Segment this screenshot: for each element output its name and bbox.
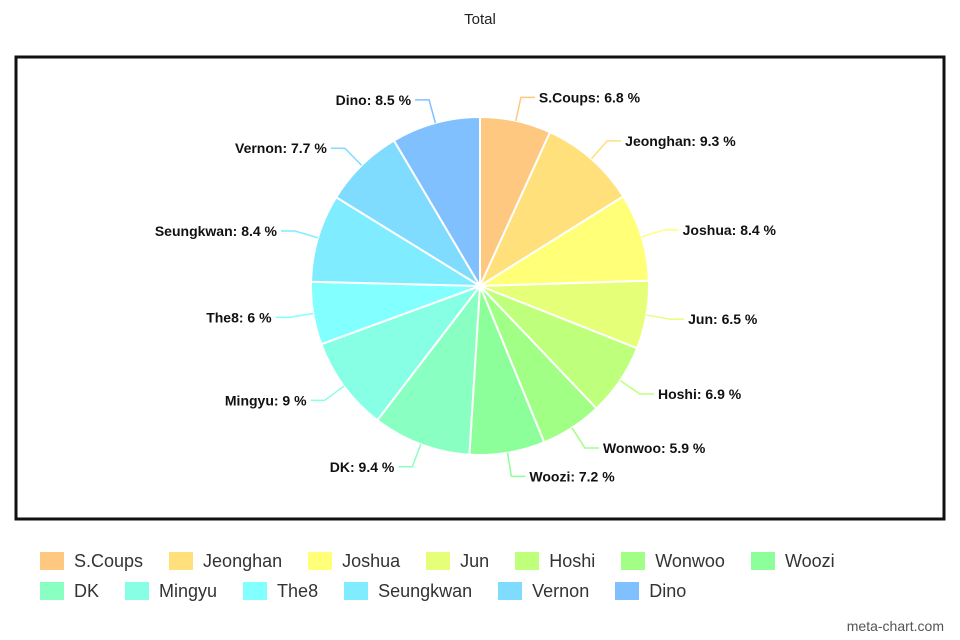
legend-label: Vernon — [532, 580, 590, 601]
leader-line-hoshi — [619, 379, 654, 395]
legend-swatch — [750, 552, 775, 570]
leader-line-joshua — [641, 229, 679, 238]
legend-swatch — [615, 582, 640, 600]
legend-item-jeonghan[interactable]: Jeonghan — [169, 551, 282, 572]
watermark: meta-chart.com — [846, 618, 944, 634]
legend-item-wonwoo[interactable]: Wonwoo — [621, 551, 725, 572]
pie-chart: S.Coups: 6.8 % Jeonghan: 9.3 % Joshua: 8.4… — [14, 55, 946, 521]
data-label-joshua: Joshua: 8.4 % — [683, 222, 777, 238]
legend-label: S.Coups — [74, 550, 144, 571]
legend-item-joshua[interactable]: Joshua — [308, 551, 400, 572]
leader-line-seungkwan — [281, 230, 319, 239]
legend: S.Coups Jeonghan Joshua Jun Hoshi Wonwoo Woozi… — [40, 546, 940, 606]
chart-title: Total — [464, 11, 496, 28]
legend-swatch — [125, 582, 150, 600]
legend-item-mingyu[interactable]: Mingyu — [125, 581, 217, 602]
data-label-jeonghan: Jeonghan: 9.3 % — [625, 133, 736, 149]
leader-line-wonwoo — [571, 427, 599, 449]
leader-line-the8 — [275, 312, 314, 319]
leader-line-jun — [646, 314, 685, 320]
leader-line-woozi — [506, 452, 526, 478]
data-label-woozi: Woozi: 7.2 % — [529, 468, 615, 484]
legend-item-dk[interactable]: DK — [40, 581, 99, 602]
legend-swatch — [308, 552, 333, 570]
leader-line-dino — [415, 99, 437, 124]
data-label-vernon: Vernon: 7.7 % — [235, 140, 327, 156]
legend-label: Mingyu — [159, 580, 218, 601]
legend-label: Hoshi — [549, 550, 596, 571]
legend-label: Dino — [649, 580, 687, 601]
legend-swatch — [40, 552, 64, 570]
legend-label: Jun — [460, 550, 490, 571]
leader-line-s-coups — [515, 96, 535, 122]
data-label-jun: Jun: 6.5 % — [688, 311, 758, 327]
legend-item-s-coups[interactable]: S.Coups — [40, 551, 143, 572]
legend-swatch — [621, 552, 646, 570]
legend-swatch — [426, 552, 451, 570]
leader-line-mingyu — [310, 385, 345, 402]
legend-row: S.Coups Jeonghan Joshua Jun Hoshi Wonwoo Woozi — [40, 546, 940, 576]
legend-swatch — [344, 582, 369, 600]
legend-label: Woozi — [784, 550, 835, 571]
data-label-mingyu: Mingyu: 9 % — [225, 392, 307, 408]
legend-item-dino[interactable]: Dino — [615, 581, 686, 602]
legend-item-vernon[interactable]: Vernon — [498, 581, 589, 602]
pie-slice-joshua — [476, 194, 650, 288]
data-label-s-coups: S.Coups: 6.8 % — [539, 89, 641, 105]
legend-item-seungkwan[interactable]: Seungkwan — [344, 581, 472, 602]
pie-slice-mingyu — [320, 283, 483, 422]
legend-label: Joshua — [342, 550, 401, 571]
legend-label: Seungkwan — [378, 580, 473, 601]
data-label-seungkwan: Seungkwan: 8.4 % — [155, 223, 278, 239]
legend-label: DK — [74, 580, 100, 601]
legend-label: The8 — [277, 580, 319, 601]
data-label-hoshi: Hoshi: 6.9 % — [658, 386, 742, 402]
leader-line-jeonghan — [590, 140, 622, 160]
legend-swatch — [515, 552, 540, 570]
data-label-the8: The8: 6 % — [206, 309, 272, 325]
legend-swatch — [40, 582, 64, 600]
legend-item-hoshi[interactable]: Hoshi — [515, 551, 595, 572]
legend-item-woozi[interactable]: Woozi — [750, 550, 835, 572]
legend-item-jun[interactable]: Jun — [426, 551, 489, 572]
legend-swatch — [498, 582, 523, 600]
data-label-wonwoo: Wonwoo: 5.9 % — [603, 440, 706, 456]
legend-item-the8[interactable]: The8 — [243, 581, 318, 602]
legend-label: Jeonghan — [203, 550, 283, 571]
legend-swatch — [243, 582, 268, 600]
pie-slice-seungkwan — [310, 195, 484, 288]
leader-line-dk — [398, 444, 422, 468]
data-label-dk: DK: 9.4 % — [330, 459, 395, 475]
legend-label: Wonwoo — [655, 550, 725, 571]
data-label-dino: Dino: 8.5 % — [336, 92, 412, 108]
legend-swatch — [169, 552, 194, 570]
pie-slice-dino — [392, 115, 481, 290]
leader-line-vernon — [330, 147, 363, 166]
legend-row: DK Mingyu The8 Seungkwan Vernon Dino — [40, 576, 940, 606]
